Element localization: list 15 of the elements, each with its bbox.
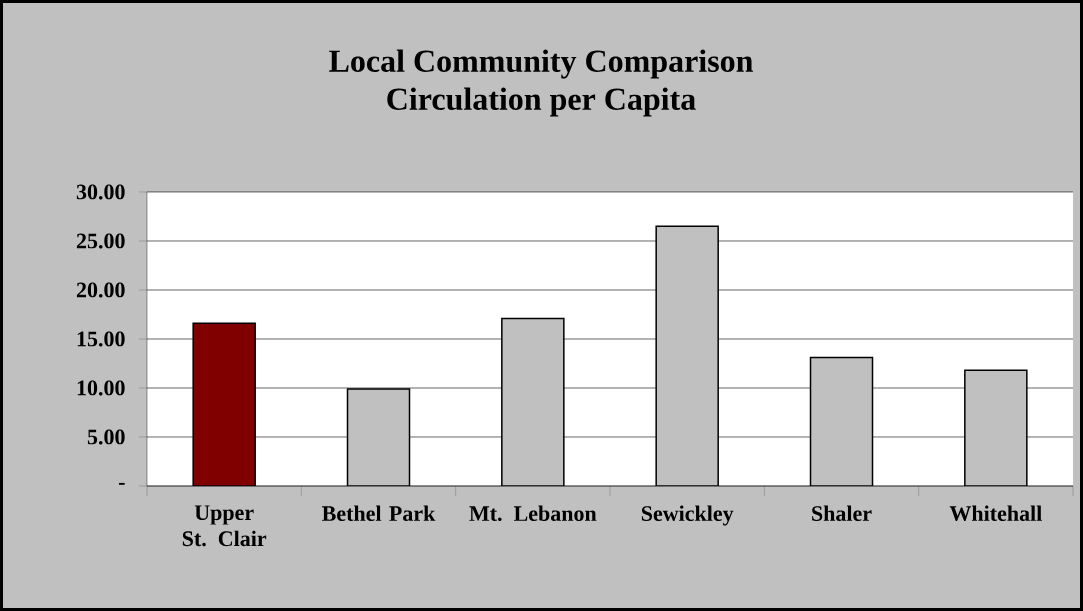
x-tick-label: Shaler (812, 505, 872, 521)
y-tick-label: 10.00 (77, 380, 125, 396)
x-tick-label: Whitehall (949, 505, 1042, 522)
y-tick-label: - (118, 482, 125, 485)
y-tick-label: 20.00 (76, 282, 125, 298)
x-tick-label: Sewickley (641, 505, 734, 526)
chart-subtitle: Circulation per Capita (387, 87, 696, 117)
y-tick-label: 5.00 (87, 429, 125, 445)
x-tick-label: Upper St. Clair (182, 505, 267, 547)
y-tick-label: 15.00 (77, 331, 125, 347)
y-tick-label: 25.00 (76, 233, 125, 249)
chart-title: Local Community Comparison (329, 49, 753, 79)
x-tick-label: Bethel Park (322, 505, 436, 521)
y-tick-label: 30.00 (76, 184, 125, 200)
x-tick-label: Mt. Lebanon (469, 505, 597, 522)
